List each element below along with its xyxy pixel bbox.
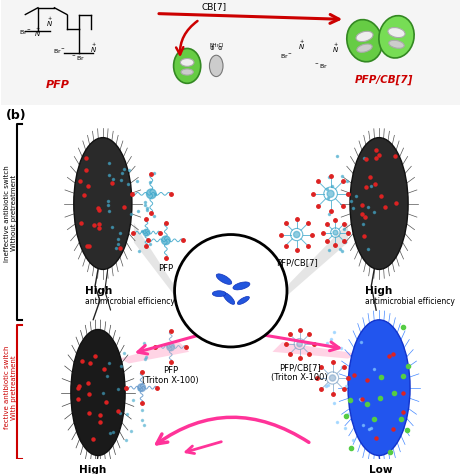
Ellipse shape bbox=[347, 19, 382, 62]
Text: Br$^-$: Br$^-$ bbox=[281, 52, 293, 60]
Circle shape bbox=[174, 235, 287, 347]
Polygon shape bbox=[134, 223, 174, 296]
Ellipse shape bbox=[356, 31, 373, 42]
Ellipse shape bbox=[350, 137, 408, 269]
Text: $^-$Br: $^-$Br bbox=[314, 62, 328, 70]
Circle shape bbox=[138, 384, 146, 392]
Text: High: High bbox=[79, 465, 106, 474]
Circle shape bbox=[297, 341, 302, 347]
Bar bbox=[1, 0, 460, 105]
Text: With pretreatment: With pretreatment bbox=[11, 356, 17, 420]
Polygon shape bbox=[287, 223, 348, 296]
Text: $\overset{+}{N}$: $\overset{+}{N}$ bbox=[46, 15, 53, 29]
Circle shape bbox=[167, 343, 174, 351]
Circle shape bbox=[329, 375, 336, 381]
Text: PFP/CB[7]: PFP/CB[7] bbox=[279, 364, 320, 373]
Text: PFP: PFP bbox=[163, 366, 178, 375]
Text: $\overset{+}{N}$: $\overset{+}{N}$ bbox=[90, 42, 97, 55]
Text: fective antibiotic switch: fective antibiotic switch bbox=[4, 346, 10, 429]
Text: Ineffective antibiotic switch: Ineffective antibiotic switch bbox=[4, 165, 10, 262]
Text: $\oplus$: $\oplus$ bbox=[210, 45, 215, 53]
Text: High: High bbox=[85, 286, 113, 296]
Polygon shape bbox=[273, 342, 358, 359]
Polygon shape bbox=[119, 342, 189, 364]
Text: PFP/CB[7]: PFP/CB[7] bbox=[276, 258, 318, 267]
Ellipse shape bbox=[379, 16, 414, 58]
Text: PFP: PFP bbox=[158, 264, 173, 273]
Ellipse shape bbox=[237, 296, 249, 304]
Circle shape bbox=[143, 229, 150, 236]
Text: (Triton X-100): (Triton X-100) bbox=[142, 376, 199, 385]
Circle shape bbox=[293, 231, 300, 237]
Circle shape bbox=[327, 191, 334, 197]
Text: Br$^-$: Br$^-$ bbox=[53, 47, 66, 55]
Text: CB[7]: CB[7] bbox=[202, 2, 227, 11]
Text: (b): (b) bbox=[6, 109, 27, 121]
Ellipse shape bbox=[216, 274, 232, 284]
Ellipse shape bbox=[181, 69, 193, 75]
Ellipse shape bbox=[71, 329, 125, 456]
Ellipse shape bbox=[389, 40, 404, 48]
Ellipse shape bbox=[173, 48, 201, 83]
Ellipse shape bbox=[388, 27, 405, 37]
Text: antimicrobial efficiency: antimicrobial efficiency bbox=[85, 297, 175, 306]
Text: PFP/CB[7]: PFP/CB[7] bbox=[355, 74, 413, 84]
Ellipse shape bbox=[212, 291, 226, 297]
Circle shape bbox=[333, 230, 338, 235]
Ellipse shape bbox=[357, 44, 372, 52]
Circle shape bbox=[146, 189, 156, 199]
Text: PFP: PFP bbox=[46, 80, 69, 90]
Text: Br$^-$: Br$^-$ bbox=[19, 28, 32, 36]
Text: $^-$Br: $^-$Br bbox=[72, 54, 86, 62]
Ellipse shape bbox=[181, 58, 194, 66]
Text: $\overset{+}{N}$: $\overset{+}{N}$ bbox=[332, 42, 339, 55]
Ellipse shape bbox=[74, 137, 132, 269]
Ellipse shape bbox=[348, 320, 410, 456]
Text: Without pretreatment: Without pretreatment bbox=[11, 175, 17, 251]
Text: High: High bbox=[365, 286, 392, 296]
Text: Low: Low bbox=[369, 465, 393, 474]
Text: antimicrobial efficiency: antimicrobial efficiency bbox=[365, 297, 455, 306]
Text: $\overset{+}{N}$: $\overset{+}{N}$ bbox=[35, 25, 41, 39]
Ellipse shape bbox=[223, 292, 235, 304]
Text: $\overset{+}{N}$: $\overset{+}{N}$ bbox=[298, 38, 305, 53]
Text: $\ominus$: $\ominus$ bbox=[217, 45, 223, 53]
Ellipse shape bbox=[210, 55, 223, 77]
Ellipse shape bbox=[233, 282, 250, 290]
Circle shape bbox=[162, 236, 170, 245]
Text: NH₃Cl: NH₃Cl bbox=[209, 43, 223, 47]
Text: (Triton X-100): (Triton X-100) bbox=[271, 373, 328, 382]
